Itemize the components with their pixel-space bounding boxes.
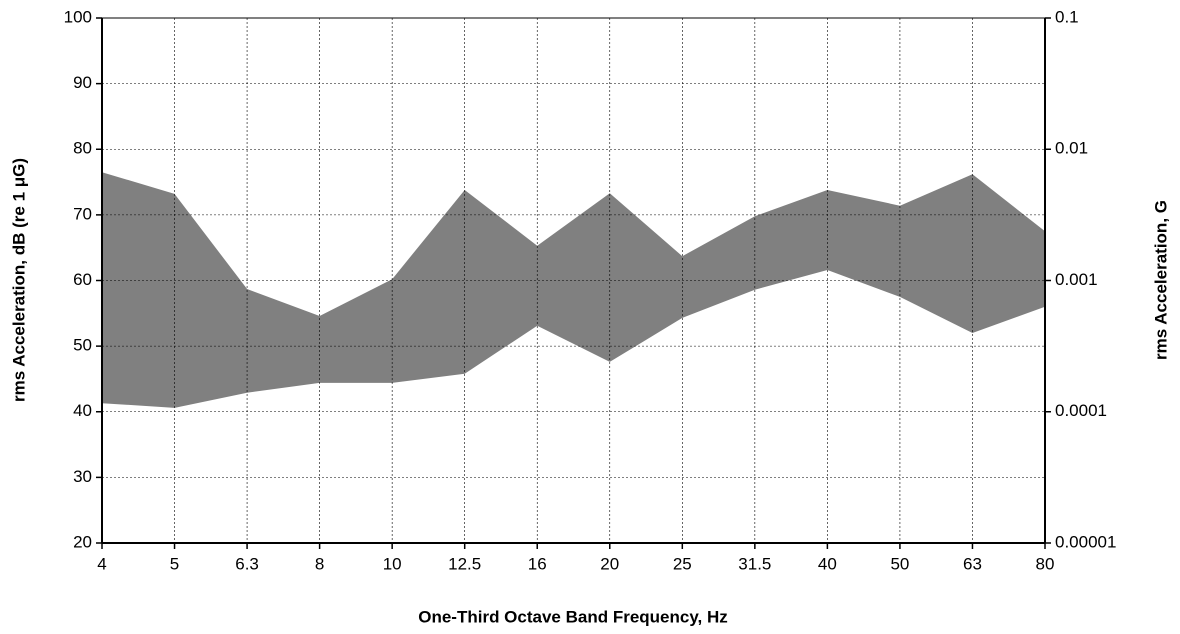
y-tick-label: 100 — [64, 7, 92, 26]
x-axis-title: One-Third Octave Band Frequency, Hz — [418, 607, 728, 626]
x-tick-label: 31.5 — [738, 554, 771, 573]
x-tick-label: 8 — [315, 554, 324, 573]
y-tick-label: 80 — [73, 139, 92, 158]
y-tick-label: 70 — [73, 204, 92, 223]
y2-tick-label: 0.00001 — [1055, 532, 1116, 551]
x-tick-label: 50 — [890, 554, 909, 573]
band-area — [102, 172, 1045, 408]
y-tick-label: 20 — [73, 532, 92, 551]
y2-tick-label: 0.01 — [1055, 139, 1088, 158]
x-tick-label: 40 — [818, 554, 837, 573]
y2-tick-label: 0.0001 — [1055, 401, 1107, 420]
y-axis-title: rms Acceleration, dB (re 1 μG) — [9, 158, 28, 402]
y-tick-label: 60 — [73, 270, 92, 289]
x-tick-label: 16 — [528, 554, 547, 573]
y-tick-label: 50 — [73, 336, 92, 355]
y-tick-label: 30 — [73, 467, 92, 486]
y-tick-label: 40 — [73, 401, 92, 420]
x-tick-label: 6.3 — [235, 554, 259, 573]
y-tick-label: 90 — [73, 73, 92, 92]
y2-tick-label: 0.001 — [1055, 270, 1098, 289]
y2-tick-label: 0.1 — [1055, 7, 1079, 26]
x-tick-label: 12.5 — [448, 554, 481, 573]
x-tick-label: 25 — [673, 554, 692, 573]
x-tick-label: 63 — [963, 554, 982, 573]
x-tick-label: 20 — [600, 554, 619, 573]
x-tick-label: 10 — [383, 554, 402, 573]
y2-axis-title: rms Acceleration, G — [1151, 200, 1170, 360]
x-tick-label: 5 — [170, 554, 179, 573]
x-tick-label: 80 — [1036, 554, 1055, 573]
x-tick-label: 4 — [97, 554, 106, 573]
